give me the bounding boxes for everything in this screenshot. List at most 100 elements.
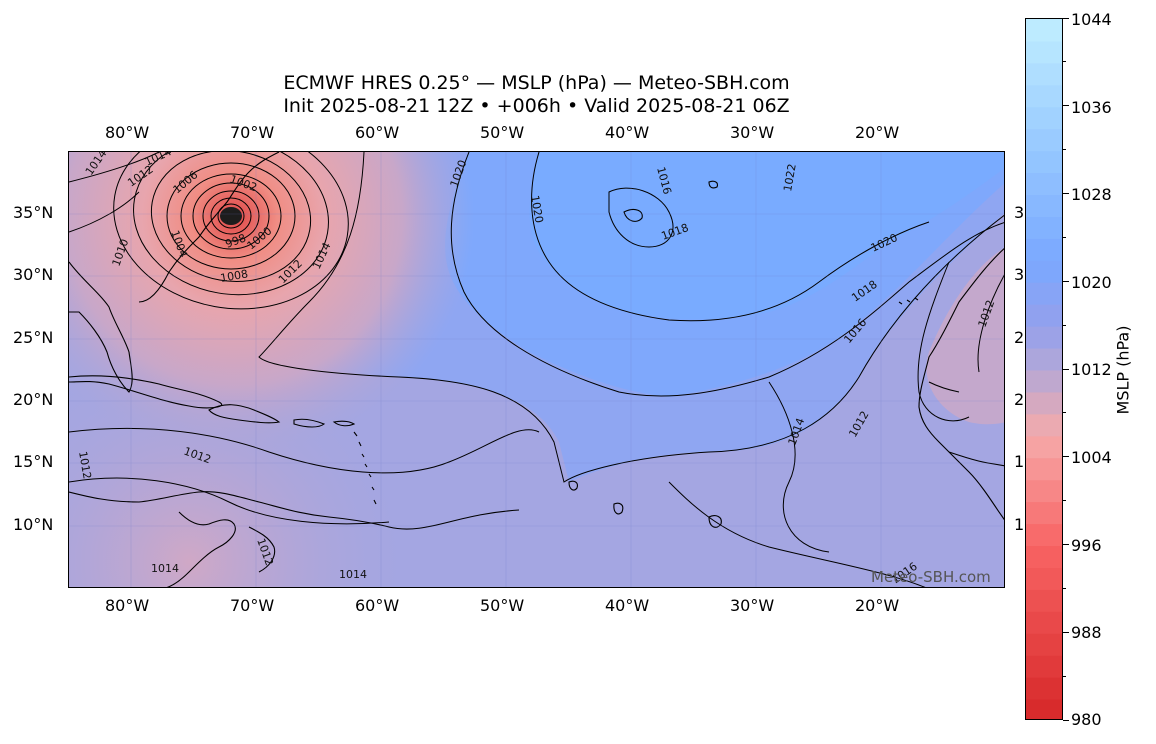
colorbar-minor-tick [1063, 587, 1066, 589]
lon-label-top: 80°W [105, 123, 150, 142]
lon-label-bottom: 80°W [105, 596, 150, 615]
colorbar-band [1026, 128, 1062, 152]
lon-label-bottom: 70°W [230, 596, 275, 615]
contour-label: 1020 [528, 194, 546, 224]
colorbar-band [1026, 282, 1062, 305]
colorbar-band [1026, 655, 1062, 678]
colorbar-tick-label: 1044 [1071, 10, 1112, 29]
colorbar-minor-tick [1063, 61, 1066, 63]
colorbar-major-tick [1063, 456, 1069, 458]
lon-label-top: 60°W [355, 123, 400, 142]
colorbar-tick-label: 996 [1071, 536, 1102, 555]
colorbar-tick-label: 1012 [1071, 360, 1112, 379]
watermark: Meteo-SBH.com [871, 568, 991, 586]
colorbar-tick-label: 980 [1071, 710, 1102, 729]
colorbar-band [1026, 457, 1062, 481]
colorbar-band [1026, 84, 1062, 108]
colorbar-band [1026, 589, 1062, 612]
colorbar-band [1026, 106, 1062, 130]
colorbar-band [1026, 260, 1062, 283]
colorbar-major-tick [1063, 544, 1069, 545]
colorbar-major-tick [1063, 719, 1069, 721]
colorbar-band [1026, 19, 1062, 42]
contour-label: 1014 [339, 568, 367, 581]
colorbar-major-tick [1063, 368, 1069, 370]
map-panel[interactable]: 1014 1014 1012 1006 1002 1010 1004 1000 … [68, 151, 1005, 588]
pressure-map: 1014 1014 1012 1006 1002 1010 1004 1000 … [69, 152, 1004, 587]
hurricane-shading [69, 152, 499, 492]
lat-label-right: 3 [1014, 203, 1025, 222]
lon-label-bottom: 30°W [730, 596, 775, 615]
colorbar-band [1026, 172, 1062, 195]
lon-label-bottom: 40°W [605, 596, 650, 615]
colorbar-band [1026, 677, 1062, 700]
colorbar-minor-tick [1063, 236, 1066, 238]
colorbar-major-tick [1063, 631, 1069, 633]
colorbar-band [1026, 40, 1062, 64]
colorbar-band [1026, 545, 1062, 568]
colorbar-band [1026, 304, 1062, 327]
lon-label-bottom: 60°W [355, 596, 400, 615]
colorbar-tick-label: 1004 [1071, 448, 1112, 467]
isobars [69, 152, 1004, 587]
colorbar-band [1026, 523, 1062, 546]
colorbar-band [1026, 699, 1062, 719]
lon-label-top: 50°W [480, 123, 525, 142]
coastlines [69, 152, 1004, 587]
colorbar-minor-tick [1063, 500, 1066, 502]
colorbar-major-tick [1063, 17, 1069, 19]
lat-label-right: 1 [1014, 452, 1025, 471]
colorbar-band [1026, 216, 1062, 239]
lat-label-right: 2 [1014, 328, 1025, 347]
colorbar-band [1026, 479, 1062, 503]
lat-label-left: 25°N [13, 328, 54, 347]
lon-label-bottom: 20°W [855, 596, 900, 615]
lat-label-left: 10°N [13, 515, 54, 534]
colorbar-band [1026, 326, 1062, 349]
colorbar-band [1026, 501, 1062, 525]
colorbar-band [1026, 567, 1062, 590]
lat-label-left: 20°N [13, 390, 54, 409]
colorbar-tick-label: 988 [1071, 623, 1102, 642]
contour-label: 1012 [76, 450, 94, 480]
contour-label: 1022 [781, 163, 799, 193]
chart-title: ECMWF HRES 0.25° — MSLP (hPa) — Meteo-SB… [283, 72, 790, 94]
lon-label-top: 20°W [855, 123, 900, 142]
colorbar-tick-label: 1020 [1071, 273, 1112, 292]
colorbar-band [1026, 238, 1062, 261]
colorbar-major-tick [1063, 193, 1069, 194]
colorbar-band [1026, 194, 1062, 217]
lat-label-right: 3 [1014, 265, 1025, 284]
colorbar-title: MSLP (hPa) [1113, 325, 1133, 415]
hurricane-isobars [113, 152, 349, 310]
colorbar-band [1026, 348, 1062, 371]
lat-label-left: 15°N [13, 452, 54, 471]
colorbar-tick-label: 1028 [1071, 185, 1112, 204]
hurricane-eye [220, 207, 242, 225]
lat-label-left: 30°N [13, 265, 54, 284]
lat-label-left: 35°N [13, 203, 54, 222]
lat-label-right: 2 [1014, 390, 1025, 409]
contour-label: 1008 [219, 267, 249, 285]
colorbar-band [1026, 435, 1062, 459]
colorbar-band [1026, 150, 1062, 174]
colorbar-band [1026, 391, 1062, 415]
colorbar-minor-tick [1063, 324, 1066, 326]
colorbar-major-tick [1063, 280, 1069, 282]
chart-subtitle: Init 2025-08-21 12Z • +006h • Valid 2025… [283, 95, 790, 117]
lon-label-top: 70°W [230, 123, 275, 142]
colorbar-major-tick [1063, 105, 1069, 107]
colorbar-band [1026, 633, 1062, 656]
colorbar-minor-tick [1063, 149, 1066, 151]
colorbar-band [1026, 370, 1062, 393]
colorbar-band [1026, 413, 1062, 437]
colorbar-gradient [1026, 19, 1062, 719]
contour-label: 1014 [151, 562, 179, 575]
lon-label-bottom: 50°W [480, 596, 525, 615]
africa-low [926, 248, 1004, 425]
colorbar-minor-tick [1063, 412, 1066, 414]
colorbar-band [1026, 62, 1062, 86]
colorbar-tick-label: 1036 [1071, 98, 1112, 117]
colorbar-minor-tick [1063, 675, 1066, 677]
colorbar-band [1026, 611, 1062, 634]
